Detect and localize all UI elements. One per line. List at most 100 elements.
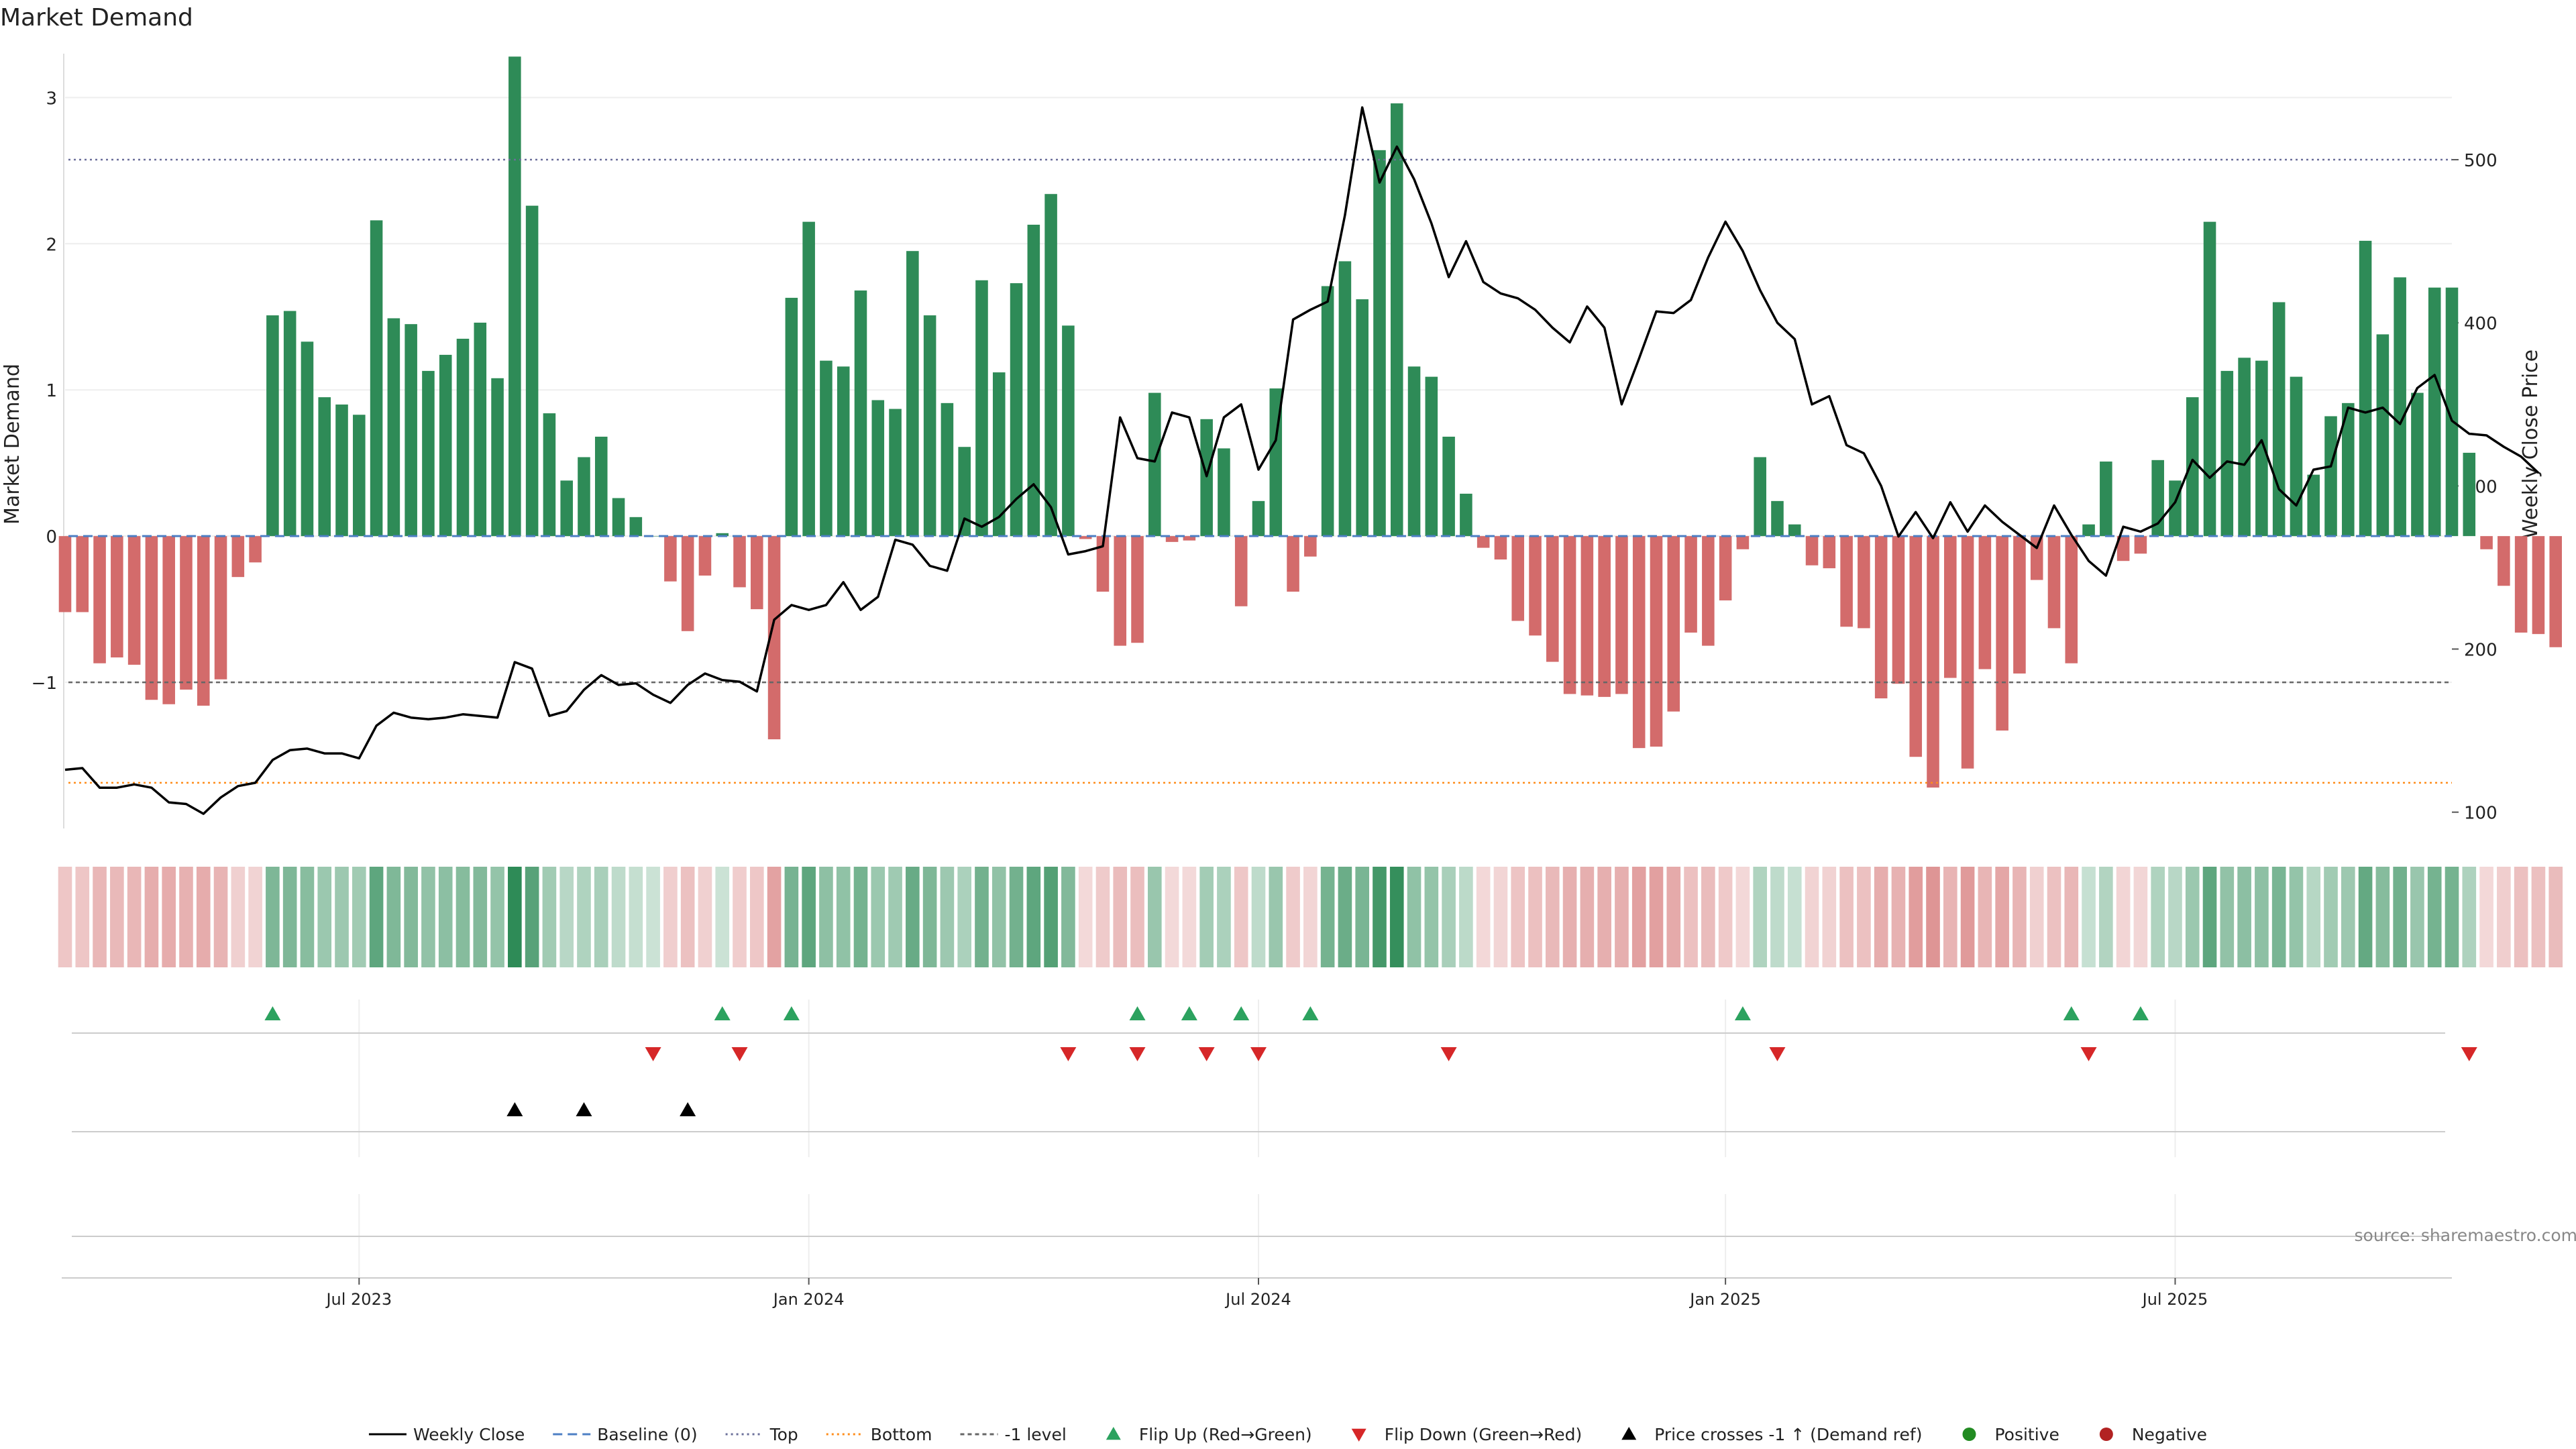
heat-cell — [629, 867, 643, 967]
heat-cell — [957, 867, 972, 967]
demand-bar — [941, 402, 954, 537]
y-tick-label: 1 — [46, 381, 57, 401]
demand-bar — [2549, 536, 2562, 647]
heat-cell — [922, 867, 937, 967]
heat-cell — [836, 867, 851, 967]
heat-cell — [144, 867, 159, 967]
demand-bar — [2186, 397, 2199, 537]
legend-label: Baseline (0) — [597, 1425, 697, 1444]
demand-bar — [508, 56, 521, 537]
heat-cell — [1407, 867, 1421, 967]
event-markers — [72, 1006, 2477, 1237]
demand-bar — [2480, 536, 2493, 549]
demand-bar — [111, 536, 123, 658]
demand-bar — [301, 341, 314, 537]
heat-cell — [386, 867, 401, 967]
weekly-close-line — [64, 106, 2540, 815]
chart-title: Market Demand — [0, 4, 193, 32]
y2-axis-label: Weekly Close Price — [2519, 350, 2542, 539]
heat-cell — [2220, 867, 2235, 967]
demand-bar — [1684, 536, 1697, 633]
demand-bar — [1062, 325, 1075, 537]
heat-cell — [421, 867, 435, 967]
heat-cell — [733, 867, 747, 967]
heat-cell — [1891, 867, 1906, 967]
heat-cell — [802, 867, 816, 967]
demand-bars — [58, 56, 2562, 788]
demand-bar — [629, 517, 643, 537]
demand-bar — [785, 297, 798, 537]
legend-label: Positive — [1994, 1425, 2059, 1444]
x-tick-label: Jul 2024 — [1224, 1290, 1291, 1309]
heat-cell — [2358, 867, 2373, 967]
demand-bar — [1858, 536, 1870, 629]
heat-cell — [1787, 867, 1802, 967]
heat-cell — [1095, 867, 1110, 967]
heat-cell — [594, 867, 608, 967]
demand-bar — [2376, 334, 2390, 537]
heat-cell — [906, 867, 920, 967]
heat-cell — [508, 867, 522, 967]
demand-bar — [1218, 448, 1230, 537]
heat-cell — [2012, 867, 2027, 967]
heat-cell — [2531, 867, 2546, 967]
demand-bar — [2100, 462, 2112, 537]
demand-bar — [76, 536, 89, 612]
heat-cell — [248, 867, 262, 967]
demand-bar — [127, 536, 141, 665]
heat-cell — [1165, 867, 1179, 967]
legend-label: Top — [769, 1425, 798, 1444]
heat-cell — [611, 867, 626, 967]
legend-label: Bottom — [871, 1425, 932, 1444]
heat-cell — [1718, 867, 1733, 967]
y2-tick-label: 400 — [2464, 314, 2498, 334]
heat-cell — [2047, 867, 2061, 967]
heat-cell — [2462, 867, 2477, 967]
legend-marker — [1351, 1428, 1366, 1442]
source-note: source: sharemaestro.com — [2355, 1226, 2576, 1245]
heat-cell — [1182, 867, 1197, 967]
demand-bar — [1805, 536, 1819, 566]
heat-cell — [1805, 867, 1819, 967]
demand-bar — [2342, 402, 2355, 537]
heat-cell — [2514, 867, 2528, 967]
heat-cell — [1476, 867, 1491, 967]
heat-cell — [1926, 867, 1940, 967]
legend-label: Flip Down (Green→Red) — [1385, 1425, 1582, 1444]
flip-up-marker — [1734, 1006, 1751, 1020]
demand-bar — [1961, 536, 1974, 769]
heat-cell — [473, 867, 488, 967]
heat-cell — [110, 867, 124, 967]
demand-bar — [1823, 536, 1836, 569]
flip-up-marker — [1302, 1006, 1319, 1020]
y-tick-label: −1 — [32, 674, 57, 694]
heat-cell — [352, 867, 366, 967]
reference-lines — [68, 158, 2452, 784]
heat-cell — [871, 867, 885, 967]
heat-cell — [1874, 867, 1888, 967]
flip-down-marker — [1129, 1047, 1146, 1061]
heat-cell — [2151, 867, 2165, 967]
demand-bar — [716, 533, 729, 537]
heat-cell — [1286, 867, 1300, 967]
demand-bar — [1667, 536, 1680, 712]
demand-bar — [525, 205, 539, 537]
heat-cell — [179, 867, 193, 967]
demand-bar — [1771, 500, 1784, 537]
legend-label: Flip Up (Red→Green) — [1139, 1425, 1312, 1444]
heat-cell — [2410, 867, 2424, 967]
heat-cell — [1078, 867, 1093, 967]
heat-cell — [2393, 867, 2407, 967]
flip-down-marker — [1060, 1047, 1077, 1061]
flip-up-marker — [264, 1006, 281, 1020]
heat-cell — [1511, 867, 1525, 967]
heat-cell — [940, 867, 955, 967]
demand-bar — [1027, 224, 1040, 537]
heat-cell — [2375, 867, 2390, 967]
legend: Weekly Close Baseline (0) Top Bottom -1 leve… — [368, 1425, 2207, 1444]
demand-bar — [1598, 536, 1611, 697]
demand-bar — [2532, 536, 2545, 635]
demand-bar — [1650, 536, 1663, 747]
y-axis-ticks: −1 0 1 2 3 — [32, 89, 57, 694]
